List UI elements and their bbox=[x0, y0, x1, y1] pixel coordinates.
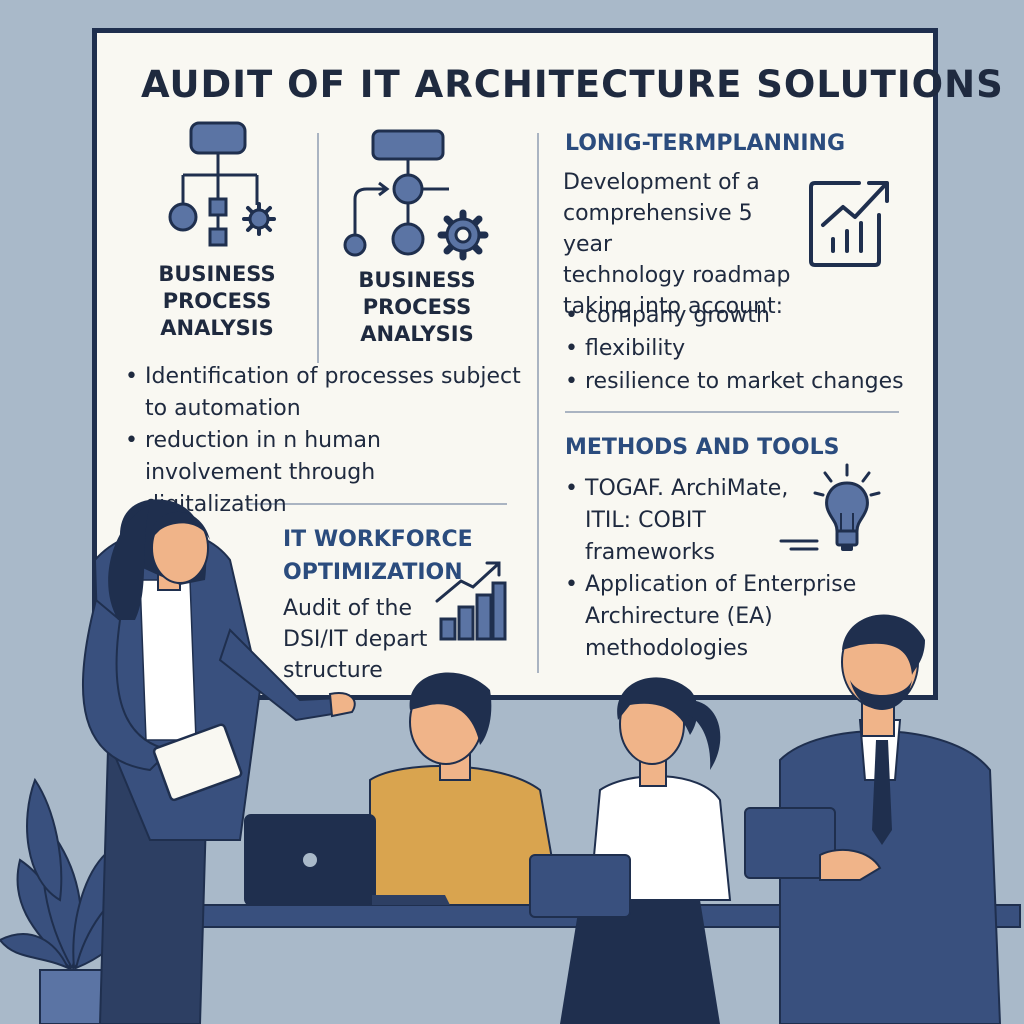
divider-right-mid bbox=[565, 411, 899, 413]
lightbulb-icon bbox=[779, 463, 881, 551]
bar-chart-icon bbox=[435, 561, 507, 641]
process-heading-left: BUSINESS PROCESS ANALYSIS bbox=[158, 262, 276, 340]
long-term-bullet-growth: company growth bbox=[563, 299, 923, 332]
workforce-description: Audit of the DSI/IT depart structure bbox=[283, 596, 428, 683]
long-term-bullet-resilience: resilience to market changes bbox=[563, 365, 923, 398]
long-term-title: LONIG-TERMPLANNING bbox=[565, 131, 846, 156]
participant-white-blouse bbox=[529, 677, 732, 1024]
process-bullet-automation: Identification of processes subject to a… bbox=[123, 361, 523, 425]
participant-suit bbox=[744, 614, 1002, 1024]
workforce-title: IT WORKFORCE OPTIMIZATION bbox=[283, 527, 473, 585]
methods-bullets: TOGAF. ArchiMate, ITIL: COBIT frameworks… bbox=[563, 473, 863, 665]
process-heading-right: BUSINESS PROCESS ANALYSIS bbox=[358, 268, 476, 346]
laptop-icon bbox=[529, 854, 631, 918]
participant-orange-sweater bbox=[244, 672, 562, 906]
process-bullets: Identification of processes subject to a… bbox=[123, 361, 523, 521]
long-term-bullet-flexibility: flexibility bbox=[563, 332, 923, 365]
methods-bullet-ea: Application of Enterprise Archirecture (… bbox=[563, 569, 863, 665]
process-gear-icon bbox=[343, 129, 489, 261]
long-term-bullets: company growth flexibility resilience to… bbox=[563, 299, 923, 398]
flowchart-icon bbox=[168, 121, 276, 247]
divider-center bbox=[537, 133, 539, 673]
laptop-icon bbox=[744, 807, 836, 879]
growth-chart-icon bbox=[809, 181, 889, 267]
methods-title: METHODS AND TOOLS bbox=[565, 435, 840, 460]
methods-bullet-frameworks: TOGAF. ArchiMate, ITIL: COBIT frameworks bbox=[563, 473, 863, 569]
presenter bbox=[81, 499, 356, 1024]
divider-left bbox=[317, 133, 319, 363]
tablet-icon bbox=[152, 723, 243, 802]
board-title: AUDIT OF IT ARCHITECTURE SOLUTIONS bbox=[141, 63, 1004, 106]
